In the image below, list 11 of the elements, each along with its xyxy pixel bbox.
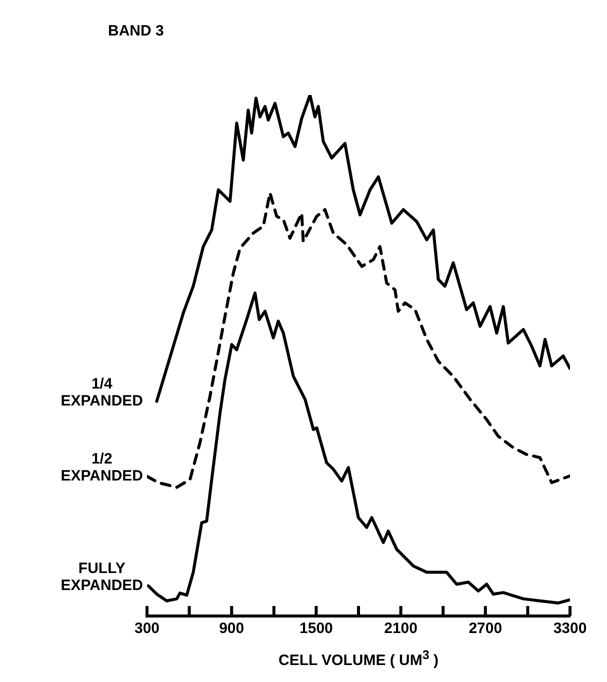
x-tick-label: 300 bbox=[134, 620, 160, 638]
x-tick-label: 3300 bbox=[553, 620, 587, 638]
x-axis-title: CELL VOLUME ( UM$^{3}$ ) bbox=[277, 648, 440, 669]
series-label: 1/2 EXPANDED bbox=[60, 450, 144, 484]
series-label: FULLY EXPANDED bbox=[60, 560, 144, 594]
x-tick-label: 2700 bbox=[468, 620, 502, 638]
x-tick-label: 900 bbox=[219, 620, 244, 638]
x-tick-label: 1500 bbox=[300, 620, 333, 638]
x-tick-label: 2100 bbox=[384, 620, 418, 638]
chart-title: BAND 3 bbox=[108, 22, 164, 40]
series-label: 1/4 EXPANDED bbox=[60, 375, 144, 410]
